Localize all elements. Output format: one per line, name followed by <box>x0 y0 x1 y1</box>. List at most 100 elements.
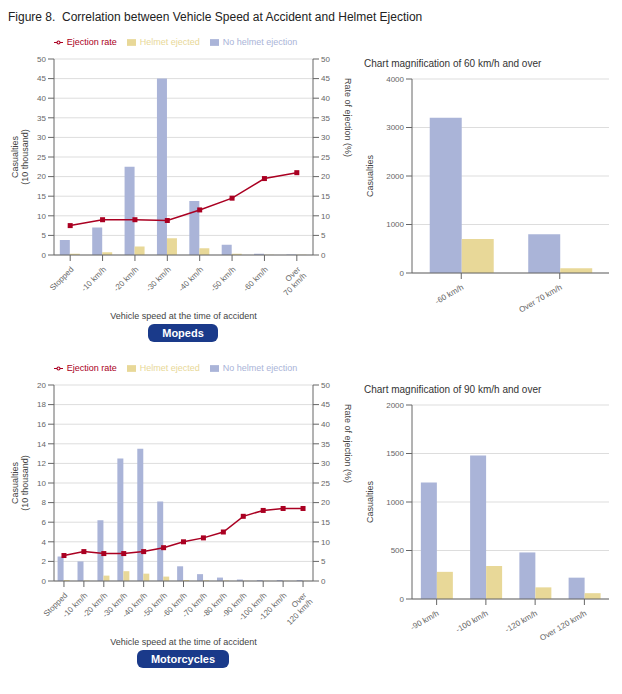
svg-text:25: 25 <box>321 479 330 488</box>
svg-text:0: 0 <box>42 577 47 586</box>
svg-text:5: 5 <box>42 231 47 240</box>
svg-text:-80 km/h: -80 km/h <box>200 591 229 620</box>
svg-text:-20 km/h: -20 km/h <box>80 591 110 620</box>
svg-text:45: 45 <box>321 400 330 409</box>
svg-text:-70 km/h: -70 km/h <box>180 591 209 620</box>
svg-text:-120 km/h: -120 km/h <box>257 591 289 623</box>
svg-text:Casualties(10 thousand): Casualties(10 thousand) <box>10 129 30 185</box>
html-text:Helmet ejected: Helmet ejected <box>139 363 200 373</box>
svg-text:45: 45 <box>37 74 46 83</box>
svg-text:0: 0 <box>42 251 47 260</box>
svg-text:Casualties: Casualties <box>365 480 375 523</box>
svg-text:8: 8 <box>42 498 47 507</box>
svg-text:Stopped: Stopped <box>41 591 70 619</box>
svg-text:30: 30 <box>321 459 330 468</box>
svg-text:20: 20 <box>37 381 46 390</box>
svg-text:10: 10 <box>321 538 330 547</box>
svg-text:Over 70 km/h: Over 70 km/h <box>517 283 563 315</box>
svg-text:0: 0 <box>321 577 326 586</box>
html-text:Figure 8. Correlation between: Figure 8. Correlation between Vehicle Sp… <box>8 10 423 24</box>
svg-text:12: 12 <box>37 459 46 468</box>
svg-text:4000: 4000 <box>386 75 404 84</box>
svg-text:0: 0 <box>400 595 405 604</box>
svg-text:-120 km/h: -120 km/h <box>504 609 539 635</box>
svg-text:Rate of ejection (%): Rate of ejection (%) <box>343 78 353 157</box>
svg-text:20: 20 <box>321 172 330 181</box>
svg-text:50: 50 <box>321 381 330 390</box>
svg-text:-30 km/h: -30 km/h <box>144 265 172 293</box>
svg-text:-40 km/h: -40 km/h <box>120 591 149 620</box>
svg-text:-50 km/h: -50 km/h <box>209 265 237 293</box>
svg-text:40: 40 <box>37 94 46 103</box>
svg-text:10: 10 <box>321 212 330 221</box>
svg-text:Vehicle speed at the time of a: Vehicle speed at the time of accident <box>110 311 257 321</box>
svg-text:45: 45 <box>321 74 330 83</box>
svg-text:16: 16 <box>37 420 46 429</box>
svg-text:2000: 2000 <box>386 172 404 181</box>
svg-text:Stopped: Stopped <box>48 265 75 292</box>
svg-text:15: 15 <box>321 192 330 201</box>
svg-text:3000: 3000 <box>386 123 404 132</box>
svg-text:Over120 km/h: Over120 km/h <box>279 591 315 627</box>
svg-text:2000: 2000 <box>386 401 404 410</box>
svg-text:-100 km/h: -100 km/h <box>454 609 489 635</box>
svg-text:5: 5 <box>321 557 326 566</box>
svg-text:Vehicle speed at the time of a: Vehicle speed at the time of accident <box>110 637 257 647</box>
svg-text:14: 14 <box>37 440 46 449</box>
svg-text:-30 km/h: -30 km/h <box>100 591 130 620</box>
html-text:No helmet ejection: No helmet ejection <box>222 37 298 47</box>
svg-text:25: 25 <box>37 153 46 162</box>
svg-text:15: 15 <box>321 518 330 527</box>
svg-text:40: 40 <box>321 94 330 103</box>
svg-text:4: 4 <box>42 538 47 547</box>
svg-text:50: 50 <box>37 55 46 64</box>
svg-text:35: 35 <box>37 114 46 123</box>
svg-text:-10 km/h: -10 km/h <box>60 591 90 620</box>
svg-text:-90 km/h: -90 km/h <box>220 591 249 620</box>
html-text:Motorcycles: Motorcycles <box>150 653 216 665</box>
svg-text:Casualties: Casualties <box>365 154 375 197</box>
svg-text:20: 20 <box>37 172 46 181</box>
svg-text:10: 10 <box>37 212 46 221</box>
svg-text:30: 30 <box>321 133 330 142</box>
svg-text:1500: 1500 <box>386 449 404 458</box>
svg-text:Over70 km/h: Over70 km/h <box>276 265 309 298</box>
svg-text:20: 20 <box>321 498 330 507</box>
svg-text:15: 15 <box>37 192 46 201</box>
html-text:Ejection rate: Ejection rate <box>66 363 117 373</box>
svg-text:25: 25 <box>321 153 330 162</box>
svg-text:40: 40 <box>321 420 330 429</box>
svg-text:Casualties(10 thousand): Casualties(10 thousand) <box>10 455 30 511</box>
svg-text:35: 35 <box>321 114 330 123</box>
svg-text:-40 km/h: -40 km/h <box>177 265 205 293</box>
svg-text:18: 18 <box>37 400 46 409</box>
svg-text:10: 10 <box>37 479 46 488</box>
html-text:Chart magnification of 90 km/h: Chart magnification of 90 km/h and over <box>364 384 542 395</box>
html-text:Ejection rate: Ejection rate <box>66 37 117 47</box>
html-text:No helmet ejection: No helmet ejection <box>222 363 298 373</box>
svg-text:2: 2 <box>42 557 47 566</box>
svg-text:-60 km/h: -60 km/h <box>434 283 465 306</box>
svg-text:Over 120 km/h: Over 120 km/h <box>538 609 588 643</box>
svg-text:-60 km/h: -60 km/h <box>241 265 269 293</box>
svg-text:-100 km/h: -100 km/h <box>237 591 269 623</box>
svg-text:50: 50 <box>321 55 330 64</box>
svg-text:5: 5 <box>321 231 326 240</box>
svg-text:35: 35 <box>321 440 330 449</box>
svg-text:-60 km/h: -60 km/h <box>160 591 189 620</box>
svg-text:-20 km/h: -20 km/h <box>112 265 140 293</box>
html-text:Chart magnification of 60 km/h: Chart magnification of 60 km/h and over <box>364 58 542 69</box>
svg-text:30: 30 <box>37 133 46 142</box>
svg-text:-50 km/h: -50 km/h <box>140 591 169 620</box>
svg-text:-90 km/h: -90 km/h <box>409 609 440 632</box>
svg-text:1000: 1000 <box>386 220 404 229</box>
html-text:Mopeds: Mopeds <box>162 327 204 339</box>
svg-text:6: 6 <box>42 518 47 527</box>
svg-text:500: 500 <box>391 546 405 555</box>
html-text:Helmet ejected: Helmet ejected <box>139 37 200 47</box>
svg-text:-10 km/h: -10 km/h <box>80 265 108 293</box>
svg-text:0: 0 <box>400 269 405 278</box>
svg-text:Rate of ejection (%): Rate of ejection (%) <box>343 404 353 483</box>
svg-text:0: 0 <box>321 251 326 260</box>
svg-text:1000: 1000 <box>386 498 404 507</box>
